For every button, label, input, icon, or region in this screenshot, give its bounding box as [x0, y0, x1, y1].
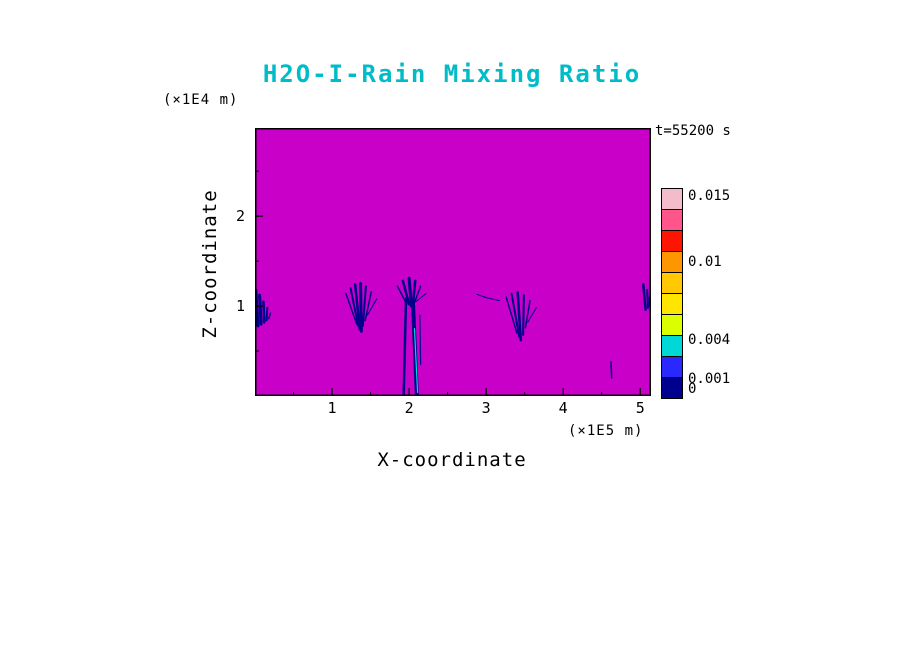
plot-frame: [255, 128, 651, 396]
rain-feature-stroke: [361, 285, 367, 327]
rain-feature-stroke: [268, 312, 272, 320]
colorbar-segment: [662, 357, 682, 378]
rain-feature-stroke: [401, 279, 411, 306]
rain-feature-stroke: [265, 306, 269, 322]
rain-feature-stroke: [359, 282, 363, 333]
x-tick-label: 3: [481, 399, 491, 417]
rain-feature-stroke: [527, 307, 537, 323]
z-tick-label: 2: [235, 207, 245, 226]
colorbar-segment: [662, 294, 682, 315]
colorbar-label: 0.015: [688, 188, 731, 204]
rain-feature-stroke: [402, 297, 408, 396]
x-tick-label: 5: [635, 399, 645, 417]
rain-feature-stroke: [413, 327, 419, 394]
rain-feature-stroke: [642, 283, 647, 311]
colorbar-label: 0.01: [688, 254, 722, 270]
colorbar-segment: [662, 336, 682, 357]
rain-feature-stroke: [262, 300, 266, 324]
colorbar-segment: [662, 315, 682, 336]
colorbar-segment: [662, 252, 682, 273]
rain-feature-stroke: [610, 361, 613, 379]
colorbar-label: 0.001: [688, 371, 731, 387]
rain-feature-stroke: [516, 291, 523, 342]
rain-feature-stroke: [646, 288, 649, 309]
rain-feature-stroke: [413, 285, 422, 304]
colorbar-segment: [662, 378, 682, 398]
x-tick-label: 2: [404, 399, 414, 417]
colorbar-label: 0: [688, 381, 697, 397]
rain-feature-stroke: [522, 294, 525, 336]
rain-feature-stroke: [345, 292, 358, 325]
rain-feature-stroke: [505, 296, 518, 334]
colorbar-labels: 0.015 0.01 0.004 0.001 0: [688, 188, 758, 398]
rain-feature-stroke: [258, 293, 263, 326]
colorbar-segment: [662, 189, 682, 210]
colorbar-segment: [662, 231, 682, 252]
rain-feature-stroke: [415, 292, 427, 303]
rain-feature-stroke: [483, 296, 500, 302]
rain-feature-stroke: [349, 287, 360, 327]
x-tick-label: 4: [558, 399, 568, 417]
z-axis-unit-label: (×1E4 m): [163, 92, 239, 108]
z-tick-label: 1: [235, 297, 245, 316]
plot-area: [255, 128, 651, 396]
rain-feature-stroke: [366, 298, 378, 316]
rain-feature-stroke: [353, 283, 362, 331]
chart-title: H2O-I-Rain Mixing Ratio: [262, 60, 642, 88]
colorbar: [661, 188, 683, 399]
colorbar-segment: [662, 210, 682, 231]
x-tick-labels: 1 2 3 4 5: [255, 399, 651, 417]
rain-feature-stroke: [524, 299, 531, 329]
rain-feature-stroke: [510, 292, 521, 338]
colorbar-label: 0.004: [688, 332, 731, 348]
time-annotation: t=55200 s: [655, 123, 731, 139]
x-axis-title: X-coordinate: [377, 449, 527, 471]
colorbar-segment: [662, 273, 682, 294]
z-axis-title: Z-coordinate: [199, 189, 221, 339]
rain-feature-stroke: [419, 314, 422, 366]
x-axis-unit-label: (×1E5 m): [568, 423, 644, 439]
rain-feature-stroke: [364, 290, 373, 322]
x-tick-label: 1: [327, 399, 337, 417]
field-background: [255, 128, 651, 396]
